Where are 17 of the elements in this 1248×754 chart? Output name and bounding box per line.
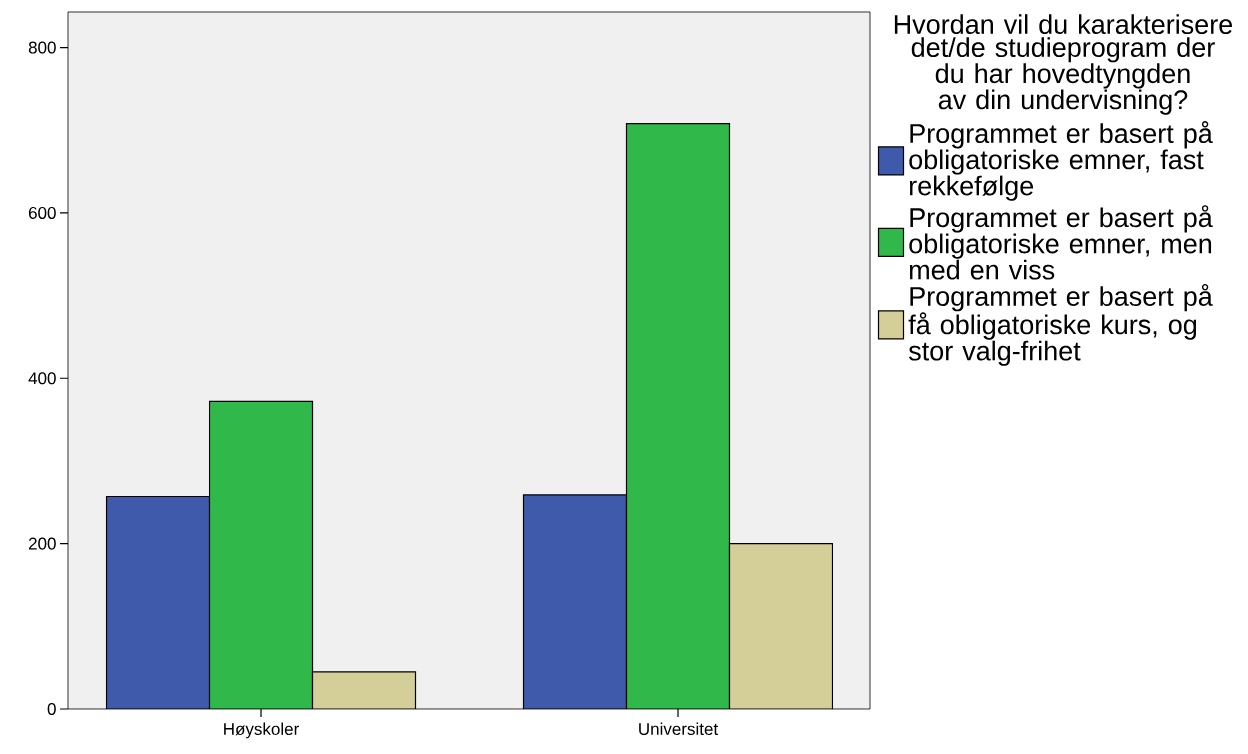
y-tick-label: 800 — [28, 41, 56, 54]
bar — [728, 543, 834, 709]
y-tick-label: 400 — [28, 372, 56, 385]
x-tick-label: Høyskoler — [224, 722, 299, 739]
legend-title: Hvordan vil du karakterisere det/de studieprogram der du har hovedtyngden av din undervisning? — [894, 14, 1233, 115]
bar — [208, 400, 314, 709]
y-tick-label: 600 — [28, 206, 56, 219]
y-tick-label: 200 — [28, 537, 56, 550]
y-tick-label: 0 — [47, 702, 56, 716]
legend-label: Programmet er basert på få obligatoriske kurs, og stor valg-frihet — [908, 283, 1213, 366]
bar — [311, 671, 417, 709]
x-tick-label: Universitet — [639, 722, 719, 736]
bar — [522, 494, 628, 709]
legend-label: Programmet er basert på obligatoriske emner, fast rekkefølge — [909, 121, 1213, 201]
bar — [625, 123, 731, 709]
bar — [105, 495, 211, 709]
legend-label: Programmet er basert på obligatoriske emner, men med en viss — [909, 205, 1213, 280]
